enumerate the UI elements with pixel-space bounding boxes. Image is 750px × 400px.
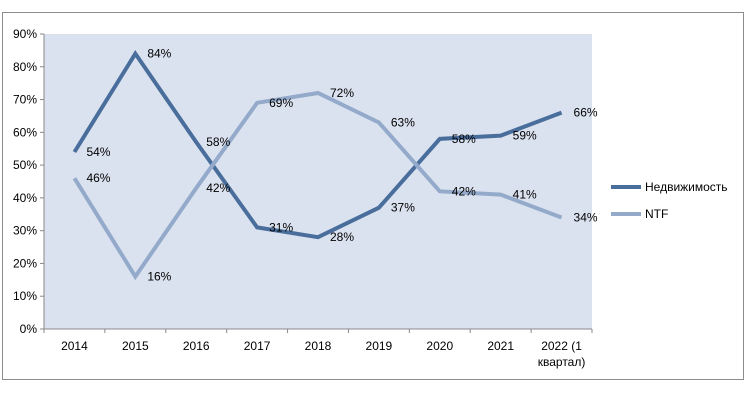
y-tick-label: 30%	[13, 224, 37, 238]
y-tick-label: 80%	[13, 60, 37, 74]
data-label: 59%	[513, 129, 537, 143]
x-tick-label: 2018	[305, 339, 332, 353]
data-label: 31%	[269, 220, 293, 234]
data-label: 46%	[86, 171, 110, 185]
data-labels: 54% 84% 31% 28% 37% 58% 59% 66% 46% 16% 69% 72% 63% 4…	[86, 47, 597, 284]
x-tick-label: квартал)	[538, 355, 586, 369]
series-line-2	[72, 90, 563, 281]
y-tick-label: 60%	[13, 125, 37, 139]
data-label: 58%	[206, 135, 230, 149]
y-tick-label: 0%	[20, 322, 38, 336]
data-label: 58%	[452, 132, 476, 146]
legend-label: NTF	[645, 207, 668, 221]
legend: Недвижимость NTF	[611, 180, 728, 221]
x-tick-label: 2016	[183, 339, 210, 353]
x-tick-label: 2017	[244, 339, 271, 353]
y-axis-ticks: 0% 10% 20% 30% 40% 50% 60% 70% 80% 90%	[13, 27, 44, 336]
data-label: 66%	[574, 106, 598, 120]
data-label: 72%	[330, 86, 354, 100]
data-label: 54%	[86, 145, 110, 159]
data-label: 34%	[574, 211, 598, 225]
data-label: 28%	[330, 230, 354, 244]
series-lines	[72, 50, 563, 281]
y-tick-label: 40%	[13, 191, 37, 205]
data-label: 42%	[206, 181, 230, 195]
data-label: 16%	[147, 270, 171, 284]
x-tick-label: 2020	[426, 339, 453, 353]
data-label: 41%	[513, 188, 537, 202]
x-tick-label: 2015	[122, 339, 149, 353]
data-label: 63%	[391, 116, 415, 130]
data-label: 84%	[147, 47, 171, 61]
y-tick-label: 10%	[13, 289, 37, 303]
series-line-1	[72, 50, 563, 240]
data-label: 69%	[269, 96, 293, 110]
data-label: 42%	[452, 184, 476, 198]
plot-area	[44, 34, 592, 329]
x-tick-label: 2019	[366, 339, 393, 353]
x-tick-label: 2022 (1	[541, 339, 582, 353]
y-tick-label: 90%	[13, 27, 37, 41]
x-tick-label: 2014	[61, 339, 88, 353]
data-label: 37%	[391, 201, 415, 215]
legend-label: Недвижимость	[645, 180, 728, 194]
y-tick-label: 70%	[13, 93, 37, 107]
x-axis-ticks: 2014 2015 2016 2017 2018 2019 2020 2021 2022 (1 к…	[43, 329, 593, 369]
y-tick-label: 50%	[13, 158, 37, 172]
y-tick-label: 20%	[13, 256, 37, 270]
x-tick-label: 2021	[487, 339, 514, 353]
